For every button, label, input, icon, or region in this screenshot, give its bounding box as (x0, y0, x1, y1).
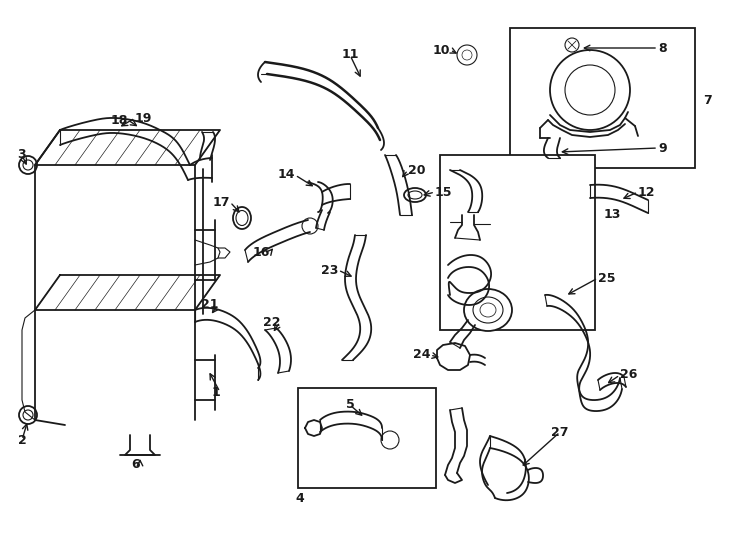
Circle shape (381, 431, 399, 449)
Ellipse shape (464, 289, 512, 331)
Text: 22: 22 (263, 315, 280, 328)
Text: 21: 21 (200, 299, 218, 312)
Text: 23: 23 (321, 264, 338, 276)
Text: 4: 4 (296, 491, 305, 504)
Bar (510, 28, 695, 168)
Text: 11: 11 (341, 49, 359, 62)
Circle shape (457, 45, 477, 65)
Circle shape (550, 50, 630, 130)
Text: 2: 2 (18, 434, 26, 447)
Text: 17: 17 (213, 195, 230, 208)
Ellipse shape (233, 207, 251, 229)
Text: 3: 3 (18, 148, 26, 161)
Bar (298, 388, 436, 488)
Text: 1: 1 (211, 386, 220, 399)
Text: 13: 13 (603, 208, 621, 221)
Text: 19: 19 (135, 111, 153, 125)
Ellipse shape (236, 211, 248, 226)
Text: 6: 6 (131, 458, 140, 471)
Text: 10: 10 (432, 44, 450, 57)
Ellipse shape (480, 303, 496, 317)
Text: 16: 16 (252, 246, 270, 259)
Text: 26: 26 (620, 368, 637, 381)
Circle shape (565, 65, 615, 115)
Circle shape (23, 160, 33, 170)
Text: 14: 14 (277, 168, 295, 181)
Text: 12: 12 (638, 186, 655, 199)
Ellipse shape (473, 297, 503, 323)
Text: 7: 7 (704, 93, 713, 106)
Bar (440, 155, 595, 330)
Text: 5: 5 (346, 399, 355, 411)
Text: 15: 15 (435, 186, 452, 199)
Circle shape (19, 156, 37, 174)
Text: 20: 20 (408, 164, 426, 177)
Circle shape (565, 38, 579, 52)
Ellipse shape (408, 191, 422, 199)
Circle shape (462, 50, 472, 60)
Text: 8: 8 (658, 42, 666, 55)
Circle shape (19, 406, 37, 424)
Text: 27: 27 (551, 426, 569, 438)
Ellipse shape (404, 188, 426, 202)
Text: 9: 9 (658, 141, 666, 154)
Circle shape (23, 410, 33, 420)
Circle shape (302, 218, 318, 234)
Text: 18: 18 (111, 113, 128, 126)
Text: 25: 25 (598, 272, 616, 285)
Text: 24: 24 (413, 348, 430, 361)
